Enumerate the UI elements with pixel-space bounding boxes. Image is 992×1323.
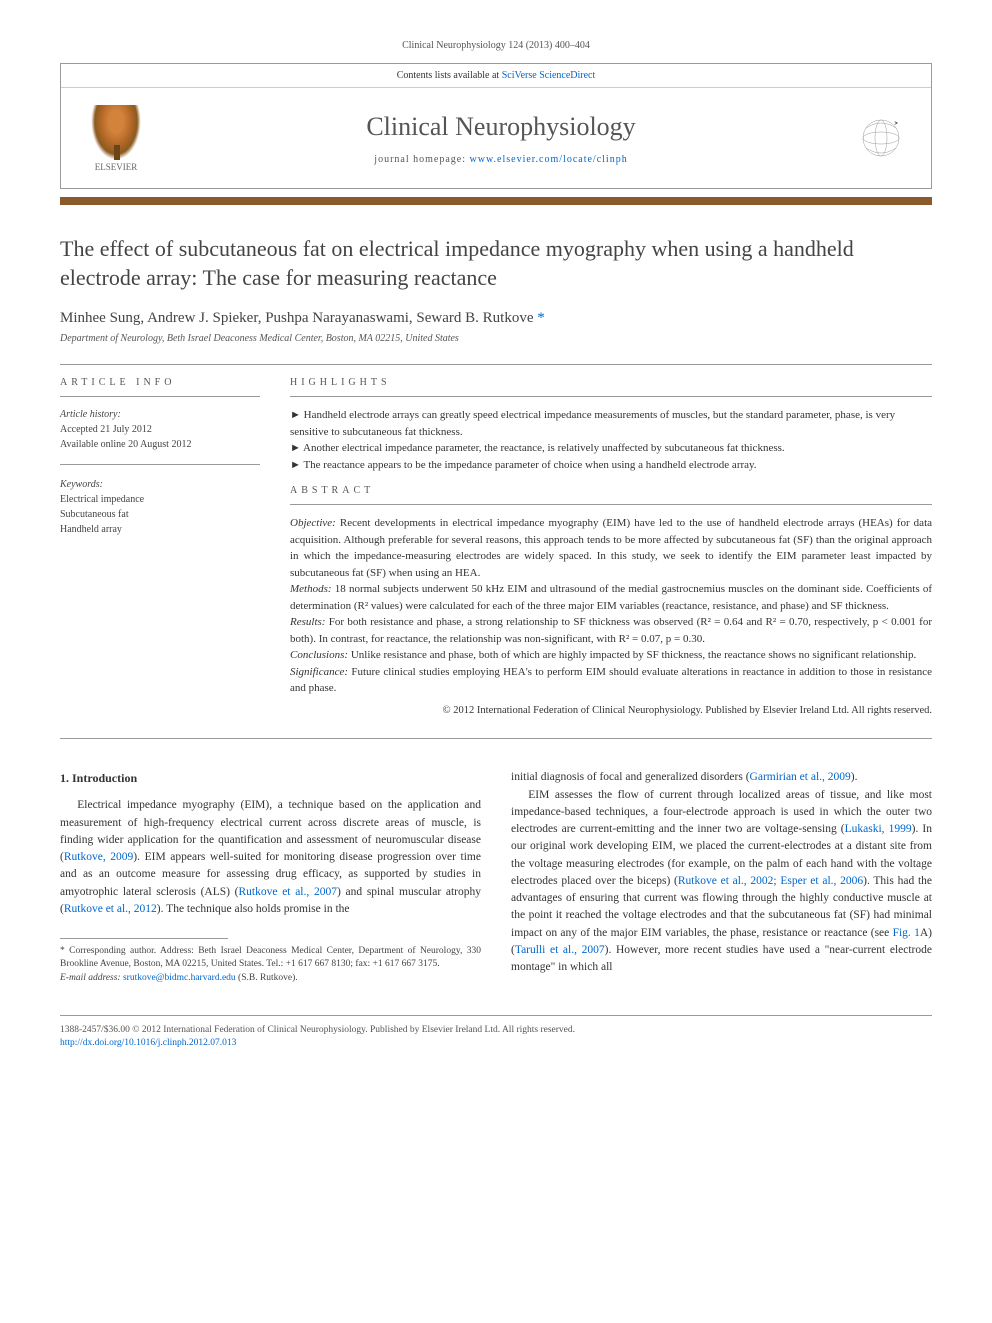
ref-garmirian-2009[interactable]: Garmirian et al., 2009 (750, 771, 851, 783)
conclusions-label: Conclusions: (290, 649, 348, 661)
keywords-heading: Keywords: (60, 477, 260, 492)
intro-para-1: Electrical impedance myography (EIM), a … (60, 797, 481, 918)
elsevier-logo: ELSEVIER (81, 98, 151, 178)
results-text: For both resistance and phase, a strong … (290, 616, 932, 645)
ref-lukaski-1999[interactable]: Lukaski, 1999 (845, 823, 912, 835)
keyword-3: Handheld array (60, 524, 122, 535)
corresponding-label: * Corresponding author. (60, 946, 156, 956)
objective-text: Recent developments in electrical impeda… (290, 517, 932, 579)
highlights-label: HIGHLIGHTS (290, 377, 932, 397)
conclusions-text: Unlike resistance and phase, both of whi… (351, 649, 916, 661)
intro-heading: 1. Introduction (60, 769, 481, 787)
affiliation: Department of Neurology, Beth Israel Dea… (60, 333, 932, 344)
online-date: Available online 20 August 2012 (60, 439, 191, 450)
results-label: Results: (290, 616, 325, 628)
methods-label: Methods: (290, 583, 332, 595)
journal-homepage: journal homepage: www.elsevier.com/locat… (151, 154, 851, 165)
homepage-prefix: journal homepage: (374, 154, 469, 165)
authors-text: Minhee Sung, Andrew J. Spieker, Pushpa N… (60, 310, 537, 326)
journal-cover-icon (851, 108, 911, 168)
contents-line: Contents lists available at SciVerse Sci… (61, 64, 931, 88)
copyright: © 2012 International Federation of Clini… (290, 703, 932, 719)
highlight-2: Another electrical impedance parameter, … (290, 440, 932, 457)
email-suffix: (S.B. Rutkove). (236, 973, 298, 983)
accepted-date: Accepted 21 July 2012 (60, 424, 152, 435)
abstract-label: ABSTRACT (290, 485, 932, 505)
email-footnote: E-mail address: srutkove@bidmc.harvard.e… (60, 972, 481, 985)
methods-text: 18 normal subjects underwent 50 kHz EIM … (290, 583, 932, 612)
footer-doi-link[interactable]: http://dx.doi.org/10.1016/j.clinph.2012.… (60, 1038, 236, 1048)
keywords-block: Keywords: Electrical impedance Subcutane… (60, 477, 260, 537)
article-title: The effect of subcutaneous fat on electr… (60, 235, 932, 292)
body-column-right: initial diagnosis of focal and generaliz… (511, 769, 932, 985)
para1-d: ). The technique also holds promise in t… (157, 903, 350, 915)
email-label: E-mail address: (60, 973, 121, 983)
highlight-3: The reactance appears to be the impedanc… (290, 457, 932, 474)
ref-rutkove-2009[interactable]: Rutkove, 2009 (64, 851, 133, 863)
footer: 1388-2457/$36.00 © 2012 International Fe… (60, 1015, 932, 1051)
citation-bar: Clinical Neurophysiology 124 (2013) 400–… (60, 40, 932, 51)
footnote-separator (60, 938, 228, 939)
keyword-2: Subcutaneous fat (60, 509, 129, 520)
homepage-link[interactable]: www.elsevier.com/locate/clinph (470, 154, 628, 165)
ref-rutkove-2002[interactable]: Rutkove et al., 2002; Esper et al., 2006 (678, 875, 863, 887)
highlights-list: Handheld electrode arrays can greatly sp… (290, 407, 932, 473)
ref-rutkove-2007[interactable]: Rutkove et al., 2007 (239, 886, 337, 898)
para2-b: ). (851, 771, 858, 783)
corresponding-footnote: * Corresponding author. Address: Beth Is… (60, 945, 481, 972)
highlight-1: Handheld electrode arrays can greatly sp… (290, 407, 932, 440)
contents-prefix: Contents lists available at (397, 70, 502, 81)
significance-text: Future clinical studies employing HEA's … (290, 666, 932, 695)
article-history: Article history: Accepted 21 July 2012 A… (60, 407, 260, 452)
sciencedirect-link[interactable]: SciVerse ScienceDirect (502, 70, 596, 81)
journal-header: Contents lists available at SciVerse Sci… (60, 63, 932, 189)
abstract-body: Objective: Recent developments in electr… (290, 515, 932, 718)
para2-a: initial diagnosis of focal and generaliz… (511, 771, 750, 783)
ref-fig1[interactable]: Fig. 1 (893, 927, 920, 939)
history-heading: Article history: (60, 407, 260, 422)
ref-rutkove-2012[interactable]: Rutkove et al., 2012 (64, 903, 157, 915)
ref-tarulli-2007[interactable]: Tarulli et al., 2007 (515, 944, 605, 956)
keyword-1: Electrical impedance (60, 494, 144, 505)
email-link[interactable]: srutkove@bidmc.harvard.edu (123, 973, 236, 983)
article-info-label: ARTICLE INFO (60, 377, 260, 397)
footer-issn: 1388-2457/$36.00 © 2012 International Fe… (60, 1024, 932, 1037)
elsevier-tree-icon (91, 105, 141, 160)
journal-name: Clinical Neurophysiology (151, 112, 851, 142)
accent-bar (60, 197, 932, 205)
info-divider (60, 464, 260, 465)
objective-label: Objective: (290, 517, 336, 529)
body-divider (60, 738, 932, 739)
elsevier-name: ELSEVIER (95, 162, 138, 172)
corresponding-marker[interactable]: * (537, 310, 545, 326)
authors-line: Minhee Sung, Andrew J. Spieker, Pushpa N… (60, 310, 932, 327)
section-divider (60, 364, 932, 365)
intro-para-2: initial diagnosis of focal and generaliz… (511, 769, 932, 786)
body-column-left: 1. Introduction Electrical impedance myo… (60, 769, 481, 985)
intro-para-3: EIM assesses the flow of current through… (511, 787, 932, 977)
significance-label: Significance: (290, 666, 348, 678)
